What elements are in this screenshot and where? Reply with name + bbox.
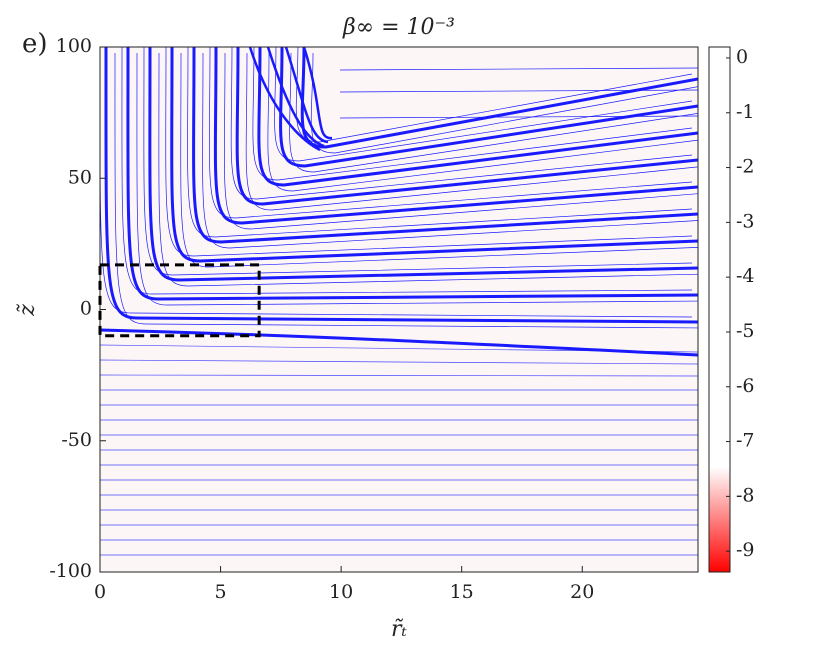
- contour-line: [245, 52, 698, 211]
- contour-line: [339, 67, 698, 71]
- x-tick-label: 10: [329, 581, 353, 603]
- colorbar-tick-label: -7: [736, 430, 755, 452]
- contour-line: [284, 47, 329, 144]
- colorbar-tick-label: -9: [736, 539, 755, 561]
- x-tick-label: 15: [450, 581, 474, 603]
- contour-line: [170, 47, 698, 263]
- contour-line: [100, 328, 698, 357]
- contour-line: [339, 115, 698, 119]
- contour-line: [192, 47, 698, 244]
- highlight-box: [98, 263, 261, 338]
- contour-line: [257, 47, 698, 187]
- contour-line: [248, 47, 321, 152]
- contour-line: [187, 47, 693, 238]
- contour-line: [100, 374, 698, 377]
- contour-line: [213, 47, 698, 225]
- contour-line: [230, 47, 693, 200]
- contour-line: [104, 47, 698, 324]
- x-tick-label: 0: [94, 581, 106, 603]
- y-tick-label: -50: [61, 429, 92, 451]
- contour-line: [136, 52, 698, 306]
- y-tick-label: 0: [80, 298, 92, 320]
- colorbar-tick-label: -1: [736, 101, 755, 123]
- contour-line: [279, 47, 698, 168]
- panel-label: e): [22, 29, 48, 59]
- contour-line: [224, 52, 698, 230]
- contour-line: [202, 52, 698, 249]
- colorbar-tick-label: -3: [736, 210, 755, 232]
- contour-line: [100, 47, 693, 318]
- x-axis-label: r̃ₜ: [391, 617, 408, 642]
- x-tick-label: 20: [570, 581, 594, 603]
- y-tick-label: 50: [68, 166, 92, 188]
- contour-line: [252, 47, 693, 181]
- y-tick-label: 100: [56, 35, 92, 57]
- contour-line: [126, 47, 698, 301]
- contour-line: [180, 52, 698, 268]
- x-tick-label: 5: [215, 581, 227, 603]
- contour-line: [302, 47, 333, 140]
- colorbar-tick-label: 0: [736, 46, 748, 68]
- contour-line: [121, 47, 693, 295]
- y-axis-label: z̃: [15, 303, 40, 316]
- contour-line: [339, 89, 698, 93]
- colorbar-tick-label: -6: [736, 375, 755, 397]
- contour-line: [165, 47, 693, 257]
- colorbar-tick-label: -2: [736, 156, 755, 178]
- contour-line: [148, 47, 698, 282]
- contour-line: [235, 47, 698, 206]
- contour-line: [289, 52, 698, 173]
- chart-title: β∞ = 10⁻³: [342, 15, 455, 40]
- contour-line: [266, 47, 325, 148]
- colorbar-tick-label: -8: [736, 484, 755, 506]
- plot-area: [100, 47, 698, 572]
- colorbar-tick-label: -5: [736, 320, 755, 342]
- contour-line: [158, 52, 698, 287]
- y-tick-label: -100: [49, 560, 92, 582]
- contour-line: [100, 359, 698, 365]
- contour-line: [114, 52, 698, 329]
- contours: [100, 47, 698, 556]
- contour-line: [209, 47, 693, 219]
- colorbar: [708, 46, 731, 573]
- colorbar-tick-label: -4: [736, 265, 755, 287]
- contour-line: [143, 47, 693, 276]
